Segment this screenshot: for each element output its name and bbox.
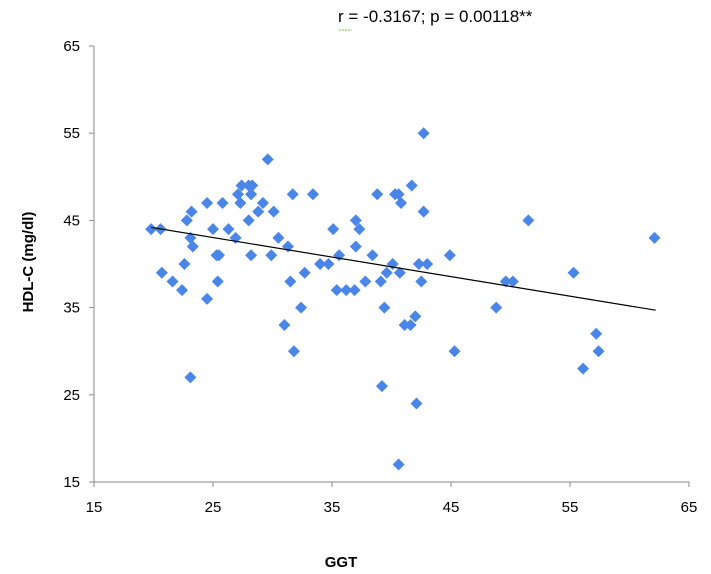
y-tick-label: 15 (63, 474, 80, 491)
y-axis: 15 25 35 45 55 65 (63, 38, 95, 491)
data-point (222, 223, 235, 236)
data-point (349, 214, 362, 227)
data-point (353, 223, 366, 236)
data-point (359, 275, 372, 288)
x-tick-label: 55 (562, 499, 579, 516)
data-point (286, 188, 299, 201)
data-point (410, 397, 423, 410)
data-point (322, 258, 335, 270)
data-point (245, 249, 258, 262)
data-point (314, 258, 327, 270)
data-point (443, 249, 456, 262)
data-point (212, 249, 225, 262)
y-tick-label: 35 (63, 300, 80, 317)
data-point (180, 214, 193, 227)
data-point (448, 345, 461, 358)
data-point (186, 240, 199, 253)
x-axis: 15 25 35 45 55 65 (86, 481, 698, 516)
data-point (272, 231, 285, 244)
data-point (287, 345, 300, 358)
data-point (577, 362, 590, 375)
x-tick-label: 35 (324, 499, 341, 516)
data-point (415, 275, 428, 288)
data-point (306, 188, 319, 201)
data-point (178, 258, 191, 270)
data-point (374, 275, 387, 288)
data-point (405, 179, 418, 192)
data-point (256, 196, 269, 209)
data-point (265, 249, 278, 262)
y-tick-label: 55 (63, 125, 80, 142)
data-point (648, 231, 661, 244)
data-point (327, 223, 340, 236)
y-tick-label: 45 (63, 212, 80, 229)
data-point (499, 275, 512, 288)
data-point (522, 214, 535, 227)
data-point (348, 284, 361, 297)
data-point (185, 205, 198, 218)
data-point (201, 292, 214, 305)
data-point (371, 188, 384, 201)
data-point (506, 275, 519, 288)
data-point (567, 266, 580, 279)
data-points (145, 127, 661, 471)
trendline (151, 226, 656, 311)
data-point (490, 301, 503, 314)
data-point (207, 223, 219, 236)
data-point (252, 205, 265, 218)
data-point (231, 188, 244, 201)
y-axis-title: HDL-C (mg/dl) (20, 212, 37, 313)
data-point (366, 249, 379, 262)
data-point (201, 196, 214, 209)
data-point (176, 284, 189, 297)
data-point (261, 153, 274, 166)
data-point (155, 266, 168, 279)
data-point (216, 196, 229, 209)
data-point (392, 458, 405, 471)
x-tick-label: 25 (205, 499, 222, 516)
data-point (417, 127, 430, 140)
data-point (409, 310, 422, 323)
x-axis-title: GGT (325, 554, 358, 571)
data-point (392, 188, 405, 201)
y-tick-label: 25 (63, 387, 80, 404)
data-point (395, 196, 408, 209)
x-tick-label: 45 (443, 499, 460, 516)
data-point (380, 266, 393, 279)
data-point (298, 266, 311, 279)
data-point (234, 196, 247, 209)
data-point (592, 345, 605, 358)
data-point (421, 258, 434, 270)
y-tick-label: 65 (63, 38, 80, 55)
data-point (211, 275, 224, 288)
data-point (166, 275, 179, 288)
data-point (295, 301, 308, 314)
data-point (590, 327, 603, 340)
data-point (349, 240, 362, 253)
data-point (242, 214, 255, 227)
data-point (184, 371, 197, 384)
data-point (267, 205, 280, 218)
data-point (246, 179, 259, 192)
data-point (404, 319, 417, 332)
trendline-group (151, 226, 656, 311)
data-point (375, 380, 388, 393)
data-point (278, 319, 291, 332)
data-point (340, 284, 353, 297)
data-point (145, 223, 158, 236)
data-point (417, 205, 430, 218)
data-point (284, 275, 297, 288)
chart-annotation: r = -0.3167; p = 0.00118** (338, 7, 533, 26)
data-point (378, 301, 391, 314)
x-tick-label: 15 (86, 499, 103, 516)
x-tick-label: 65 (681, 499, 698, 516)
data-point (393, 266, 406, 279)
data-point (412, 258, 425, 270)
data-point (245, 188, 258, 201)
data-point (235, 179, 248, 192)
data-point (330, 284, 343, 297)
